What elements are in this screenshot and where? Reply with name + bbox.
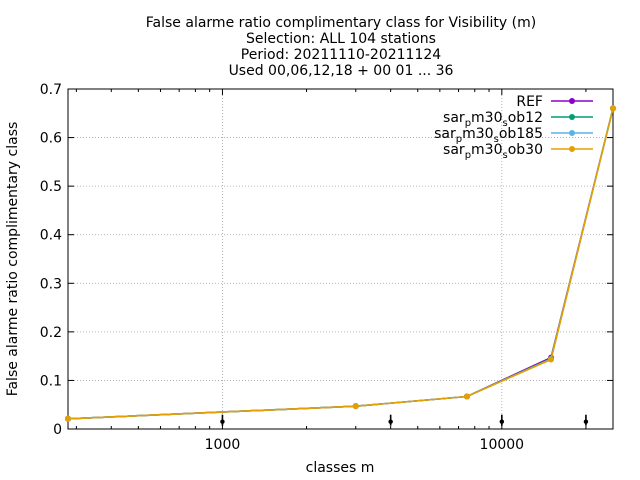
legend-marker-3 xyxy=(569,130,575,136)
y-tick-label: 0.2 xyxy=(40,325,62,341)
x-axis-label: classes m xyxy=(306,460,375,476)
marker-point xyxy=(583,419,589,424)
y-tick-label: 0.6 xyxy=(40,131,62,147)
grid xyxy=(68,89,613,429)
legend-label-4: sarpm30sob30 xyxy=(443,142,543,161)
data-point xyxy=(352,403,359,410)
title-line-4: Used 00,06,12,18 + 00 01 ... 36 xyxy=(229,63,454,79)
x-tick-label: 1000 xyxy=(205,437,241,453)
marker-point xyxy=(220,419,225,424)
series xyxy=(65,105,616,422)
axes: 0 0.1 0.2 0.3 0.4 0.5 0.6 0.7 1000 10000 xyxy=(40,82,614,453)
y-tick-label: 0.1 xyxy=(40,373,62,389)
y-tick-label: 0.4 xyxy=(40,228,62,244)
legend-label-1: REF xyxy=(516,94,543,110)
y-tick-label: 0 xyxy=(53,422,62,438)
legend-marker-2 xyxy=(569,114,575,120)
title-line-2: Selection: ALL 104 stations xyxy=(246,31,436,47)
title-line-3: Period: 20211110-20211124 xyxy=(241,47,441,63)
legend-label-3: sarpm30sob185 xyxy=(434,126,543,145)
plot-frame xyxy=(67,88,614,430)
y-axis-label: False alarme ratio complimentary class xyxy=(5,122,21,397)
data-point xyxy=(65,415,71,422)
y-tick-label: 0.7 xyxy=(40,82,62,98)
legend-marker-4 xyxy=(569,146,575,152)
chart-title: False alarme ratio complimentary class f… xyxy=(146,15,536,79)
marker-points xyxy=(220,414,589,426)
title-line-1: False alarme ratio complimentary class f… xyxy=(146,15,536,31)
data-point xyxy=(610,105,616,112)
marker-point xyxy=(499,419,505,424)
x-tick-label: 10000 xyxy=(480,437,525,453)
marker-point xyxy=(388,419,393,424)
data-point xyxy=(463,393,470,400)
legend-marker-1 xyxy=(569,98,575,104)
y-tick-label: 0.5 xyxy=(40,179,62,195)
data-point xyxy=(548,356,555,363)
legend-label-2: sarpm30sob12 xyxy=(443,110,543,129)
y-tick-label: 0.3 xyxy=(40,276,62,292)
